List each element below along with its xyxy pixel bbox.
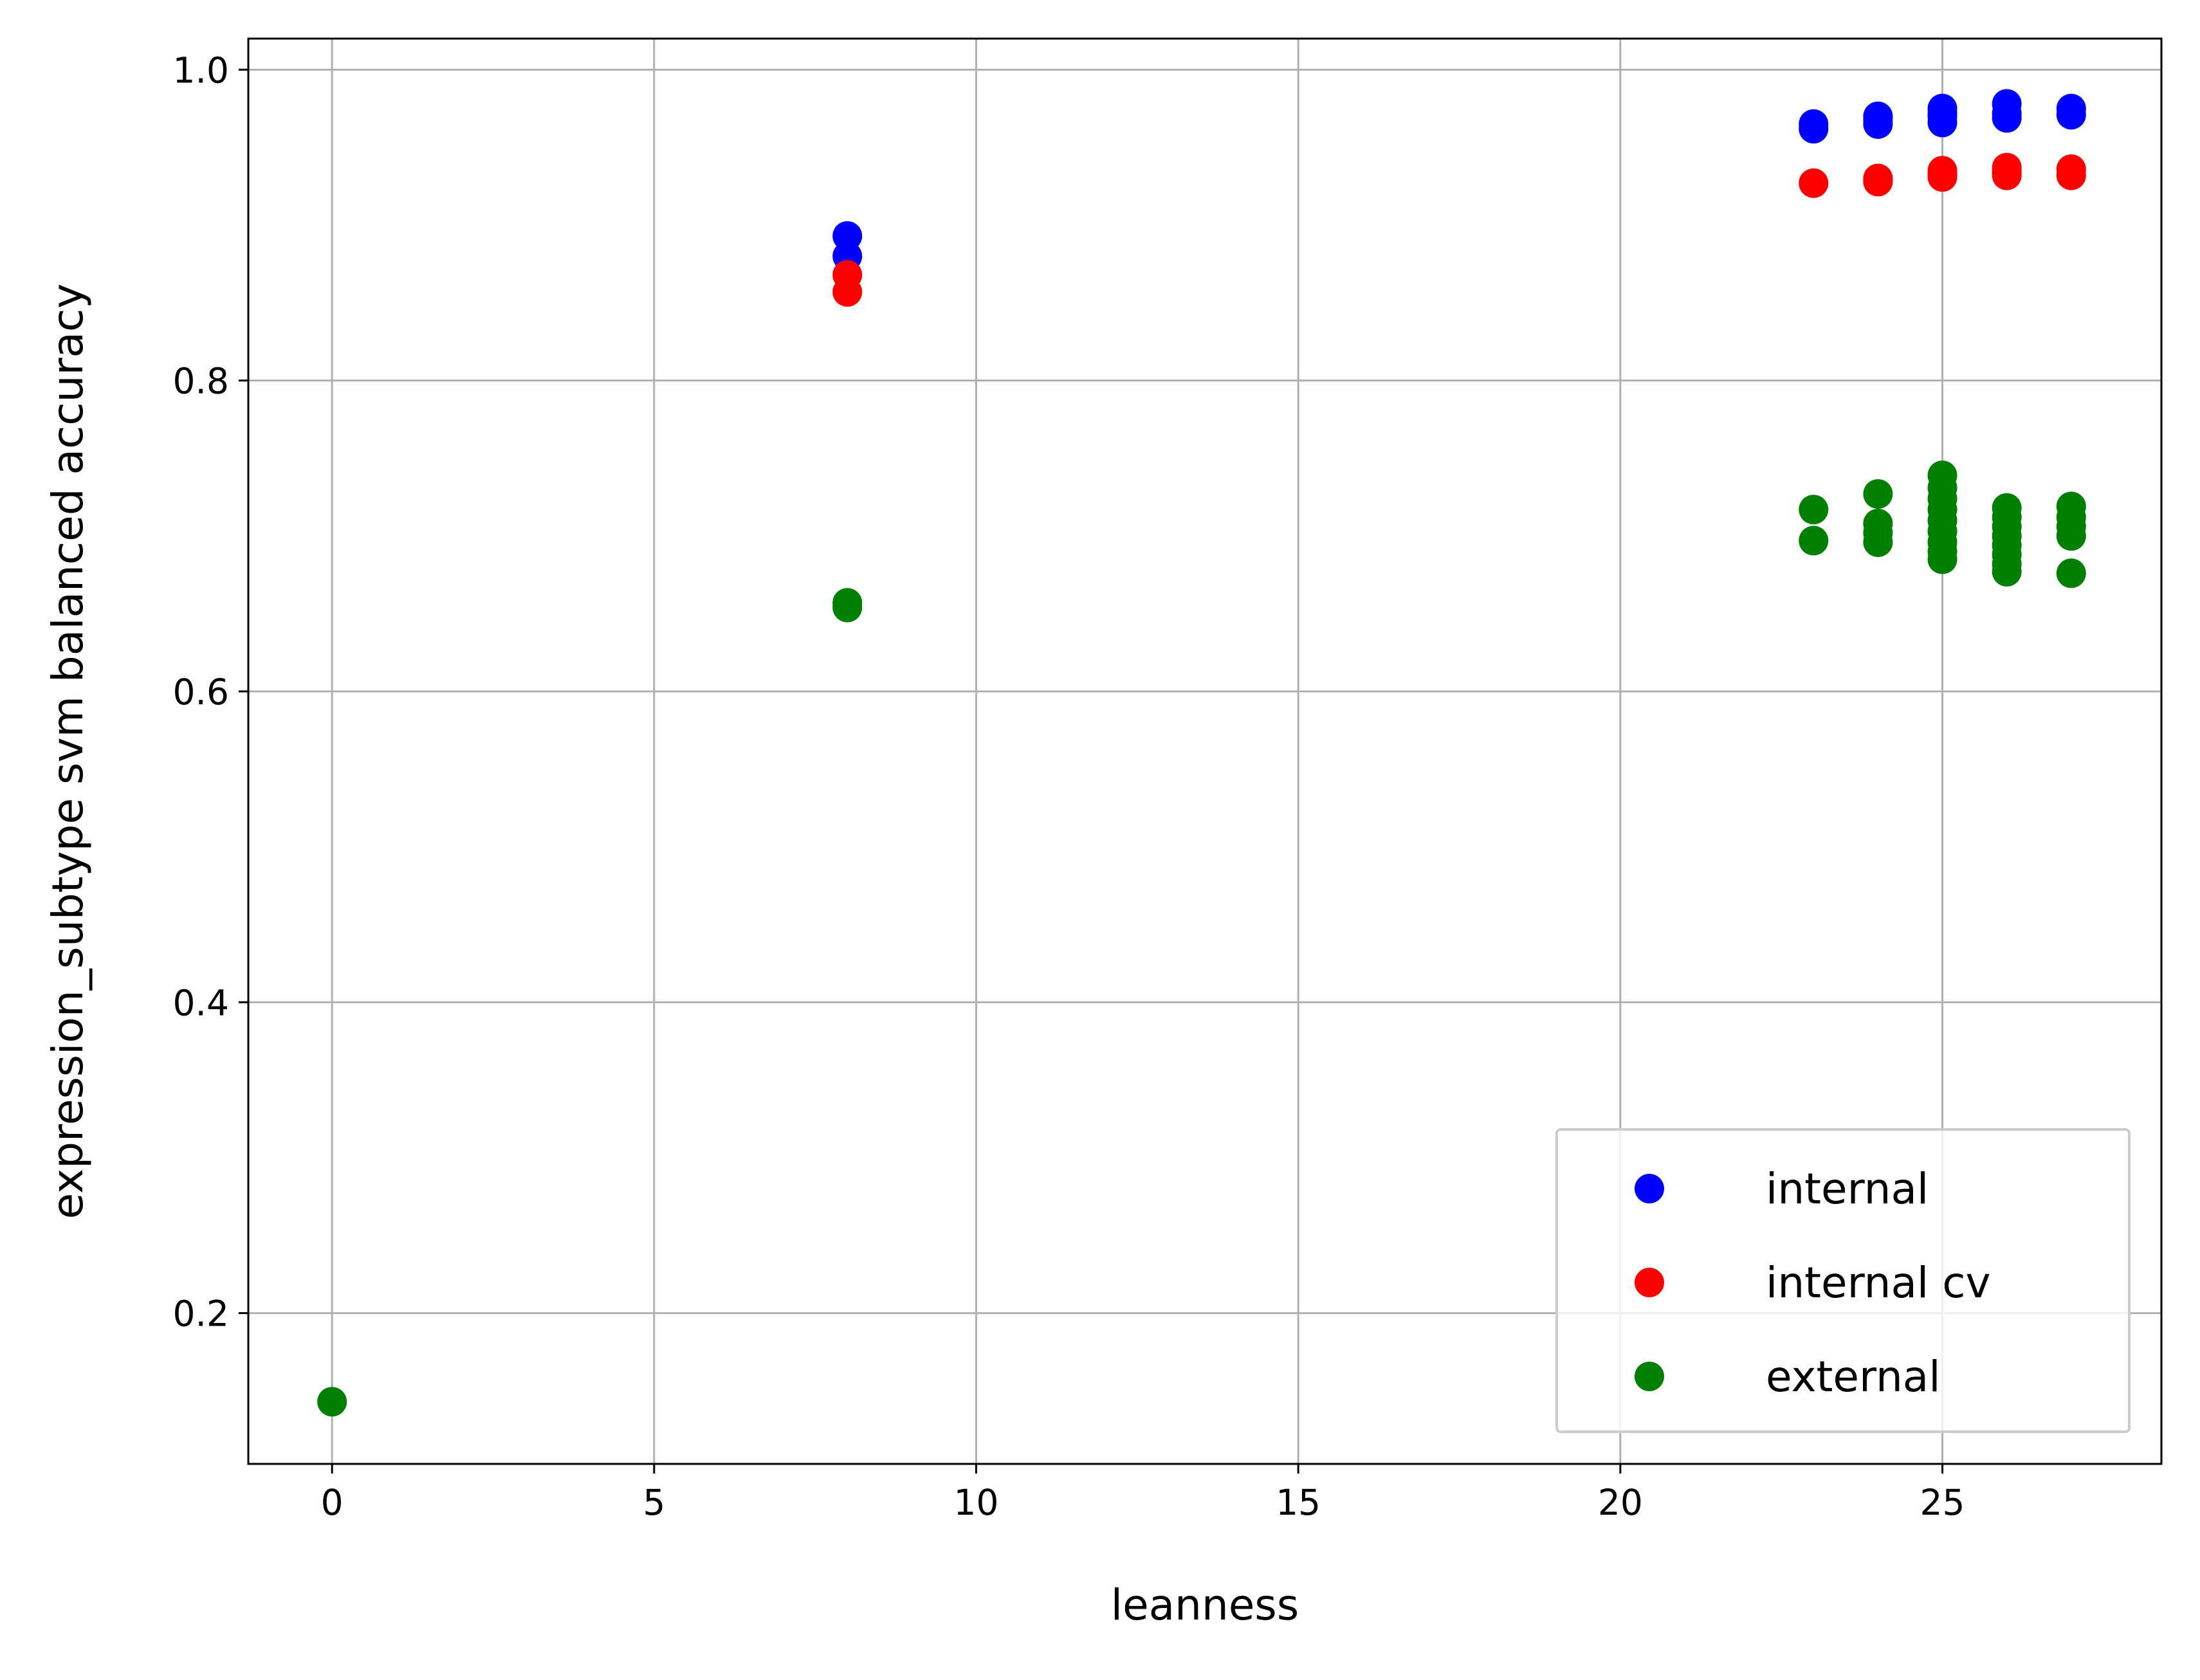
y-tick-label: 0.4	[173, 982, 229, 1023]
x-axis-label: leanness	[1111, 1580, 1299, 1630]
point-external	[317, 1387, 347, 1417]
data-points	[317, 89, 2086, 1417]
point-internal-cv	[1799, 168, 1829, 198]
point-internal-cv	[832, 277, 863, 307]
point-internal-cv	[2056, 160, 2086, 190]
legend-marker-external	[1635, 1362, 1664, 1391]
x-tick-label: 15	[1276, 1482, 1321, 1523]
point-external	[1799, 525, 1829, 556]
point-external	[832, 592, 863, 623]
point-external	[2056, 558, 2086, 589]
legend-label-internal: internal	[1766, 1164, 1929, 1214]
grid	[248, 39, 2161, 1464]
point-external	[1799, 495, 1829, 525]
point-internal-cv	[1863, 167, 1893, 197]
point-internal	[2056, 100, 2086, 130]
point-internal	[1927, 98, 1957, 128]
plot-frame	[247, 37, 2163, 1465]
legend-label-external: external	[1766, 1352, 1941, 1402]
point-external	[1863, 479, 1893, 509]
point-external	[2056, 521, 2086, 551]
point-internal	[1992, 103, 2022, 133]
y-axis-label: expression_subtype svm balanced accuracy	[43, 284, 93, 1219]
point-external	[1863, 527, 1893, 557]
legend-marker-internal-cv	[1635, 1268, 1664, 1297]
point-internal-cv	[1927, 159, 1957, 189]
legend-box	[1555, 1128, 2131, 1433]
y-tick-label: 1.0	[173, 50, 229, 91]
point-internal-cv	[1992, 157, 2022, 187]
point-external	[1992, 556, 2022, 587]
legend-marker-internal	[1635, 1174, 1664, 1203]
y-tick-label: 0.6	[173, 671, 229, 713]
x-tick-label: 20	[1598, 1482, 1643, 1523]
axis-ticks: 0 5 10 15 20 25 0.2 0.4 0.6 0.8 1.0	[173, 50, 1965, 1523]
legend-label-internal-cv: internal cv	[1766, 1258, 1991, 1308]
x-tick-label: 5	[643, 1482, 665, 1523]
x-tick-label: 25	[1920, 1482, 1965, 1523]
point-external	[1927, 544, 1957, 574]
x-tick-label: 10	[954, 1482, 999, 1523]
point-internal	[1863, 104, 1893, 134]
y-tick-label: 0.2	[173, 1293, 229, 1335]
point-internal	[1799, 114, 1829, 144]
x-tick-label: 0	[321, 1482, 344, 1523]
legend: internal internal cv external	[1555, 1128, 2131, 1433]
y-tick-label: 0.8	[173, 361, 229, 402]
